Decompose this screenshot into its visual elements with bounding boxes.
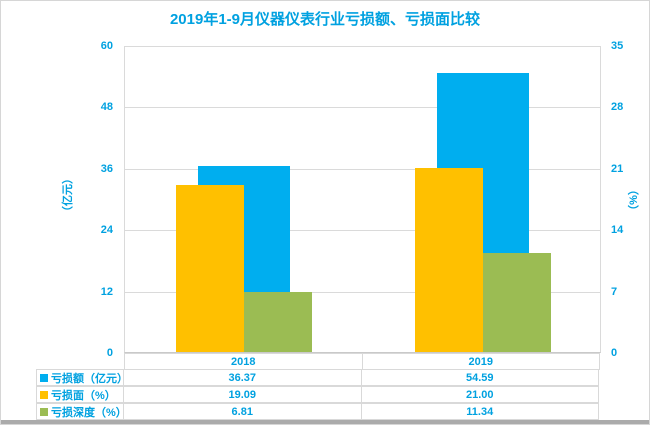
legend-label-series1: 亏损面（%） [36,386,124,403]
legend-label-series0: 亏损额（亿元） [36,369,128,386]
table-value-series1-2018: 19.09 [123,386,362,403]
legend-key-icon [40,390,48,399]
gridline [125,46,600,47]
table-header-row: 2018 2019 [124,353,600,370]
table-header-2018: 2018 [124,353,363,370]
chart-title: 2019年1-9月仪器仪表行业亏损额、亏损面比较 [169,11,481,28]
table-row-series0: 亏损额（亿元） 36.37 54.59 [36,369,599,386]
left-axis-tick: 24 [100,224,113,237]
left-axis-tick: 60 [100,40,113,52]
right-axis-tick: 28 [611,101,624,114]
table-row-series2: 亏损深度（%） 6.81 11.34 [36,403,599,420]
bar-series1-2018 [176,184,245,352]
left-axis-tick: 0 [106,347,113,359]
bottom-border-bar [1,420,649,424]
gridline [125,168,600,170]
right-axis-tick: 7 [611,285,618,298]
table-value-series1-2019: 21.00 [360,386,599,403]
gridline [125,107,600,109]
right-axis-tick: 14 [611,224,624,237]
right-axis-title: （%） [628,184,640,216]
bar-series2-2018 [244,292,313,352]
left-axis-tick: 12 [100,285,113,298]
table-header-2019: 2019 [361,353,600,370]
table-value-series2-2019: 11.34 [360,403,599,420]
bar-series2-2019 [482,252,551,352]
plot-area [124,46,601,353]
legend-label-series2: 亏损深度（%） [36,403,127,420]
table-value-series0-2018: 36.37 [123,369,362,386]
gridline [125,230,600,232]
right-axis-tick: 21 [611,162,624,175]
table-row-series1: 亏损面（%） 19.09 21.00 [36,386,599,403]
right-axis-tick: 0 [611,347,618,359]
right-axis-tick: 35 [611,40,624,52]
legend-key-icon [40,373,48,382]
left-axis-tick: 48 [100,101,113,114]
table-value-series0-2019: 54.59 [360,369,599,386]
legend-key-icon [40,407,48,416]
table-value-series2-2018: 6.81 [123,403,362,420]
left-axis-tick: 36 [100,162,113,175]
bar-series1-2019 [414,167,483,352]
gridline [125,291,600,293]
